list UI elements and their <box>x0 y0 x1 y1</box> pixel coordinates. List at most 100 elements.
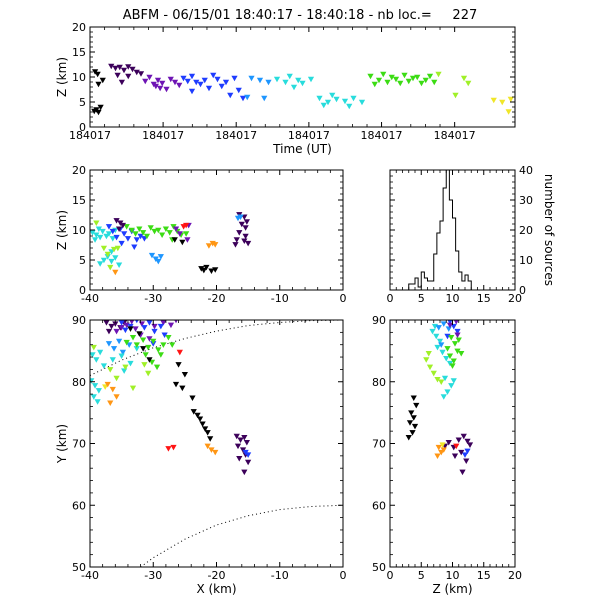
source-point <box>171 237 178 243</box>
source-point <box>358 99 366 106</box>
source-point <box>133 342 140 348</box>
x-tick-label: 0 <box>340 292 347 305</box>
source-point <box>128 227 135 234</box>
source-point <box>397 80 404 87</box>
figure-title: ABFM - 06/15/01 18:40:17 - 18:40:18 - nb… <box>123 8 478 23</box>
source-point <box>99 228 106 235</box>
source-point <box>408 410 415 416</box>
source-point <box>414 74 421 81</box>
source-point <box>113 394 120 400</box>
source-point <box>521 87 526 92</box>
source-point <box>97 261 104 267</box>
source-point <box>450 358 457 364</box>
source-point <box>133 237 140 243</box>
source-point <box>140 346 147 352</box>
source-point <box>181 372 188 378</box>
source-point <box>239 95 247 102</box>
source-point <box>140 230 147 236</box>
source-point <box>409 75 417 82</box>
source-point <box>434 453 441 460</box>
source-point <box>140 337 147 343</box>
source-point <box>171 79 179 86</box>
source-point <box>235 87 242 94</box>
source-point <box>105 341 113 347</box>
plot-frame <box>89 26 516 128</box>
x-tick-label: 5 <box>418 292 425 305</box>
y-tick-label: 80 <box>72 376 86 389</box>
source-point <box>100 245 108 252</box>
x-axis-label: Z (km) <box>432 582 472 596</box>
source-point <box>464 438 471 445</box>
source-point <box>141 236 148 242</box>
source-point <box>160 342 167 348</box>
source-point <box>423 357 430 363</box>
x-tick-label: 184017 <box>434 129 476 142</box>
source-point <box>170 444 177 451</box>
x-tick-label: 15 <box>477 569 491 582</box>
x-tick-label: 0 <box>387 569 394 582</box>
source-point <box>165 446 172 452</box>
x-axis-label: X (km) <box>196 582 236 596</box>
source-point <box>113 234 120 241</box>
source-point <box>157 352 164 358</box>
histogram-bin <box>462 281 465 290</box>
x-tick-label: 184017 <box>215 129 257 142</box>
source-point <box>436 338 444 345</box>
source-point <box>110 246 118 253</box>
source-point <box>242 233 249 240</box>
source-point <box>453 443 460 450</box>
panel-x-y: -40 -30 -20 -10 0 50 60 70 80 90 X (km) Y (km) <box>55 314 347 596</box>
y-tick-label: 15 <box>72 46 86 59</box>
source-point <box>115 262 123 269</box>
source-point <box>155 347 162 353</box>
y-tick-label: 50 <box>72 561 86 574</box>
source-point <box>237 437 244 444</box>
source-point <box>147 225 154 231</box>
source-point <box>234 215 242 222</box>
source-point <box>572 72 577 77</box>
source-point <box>118 353 125 360</box>
source-point <box>179 239 186 246</box>
source-point <box>214 76 221 83</box>
source-point <box>444 389 451 395</box>
source-point <box>490 97 497 104</box>
source-point <box>172 226 180 233</box>
source-point <box>97 234 104 241</box>
scatter-points <box>90 212 252 276</box>
source-point <box>426 73 434 80</box>
source-point <box>458 449 465 456</box>
source-point <box>449 363 456 369</box>
plot-frame <box>89 169 344 291</box>
source-point <box>460 433 467 440</box>
y-tick-label: 10 <box>519 254 533 267</box>
source-point <box>193 79 200 86</box>
source-point <box>241 435 248 441</box>
y-axis-label: Y (km) <box>55 424 69 464</box>
source-point <box>194 412 201 419</box>
source-point <box>439 349 446 356</box>
source-point <box>104 251 111 258</box>
source-point <box>136 226 143 233</box>
source-point <box>151 228 158 235</box>
source-point <box>333 96 340 103</box>
source-point <box>146 74 153 81</box>
source-point <box>273 76 281 83</box>
y-tick-label: 20 <box>72 21 86 34</box>
x-tick-label: 184017 <box>142 129 184 142</box>
source-point <box>447 320 453 325</box>
source-point <box>245 459 252 466</box>
source-point <box>120 67 128 74</box>
scatter-points <box>405 320 474 476</box>
source-point <box>245 240 252 247</box>
source-point <box>148 359 156 366</box>
x-tick-label: -30 <box>144 569 162 582</box>
source-point <box>443 355 450 362</box>
source-point <box>441 375 449 382</box>
x-tick-label: 184017 <box>288 129 330 142</box>
x-tick-label: -20 <box>208 292 226 305</box>
source-point <box>146 320 153 326</box>
plot-frame <box>89 319 344 568</box>
source-point <box>286 73 293 80</box>
source-point <box>126 342 133 348</box>
